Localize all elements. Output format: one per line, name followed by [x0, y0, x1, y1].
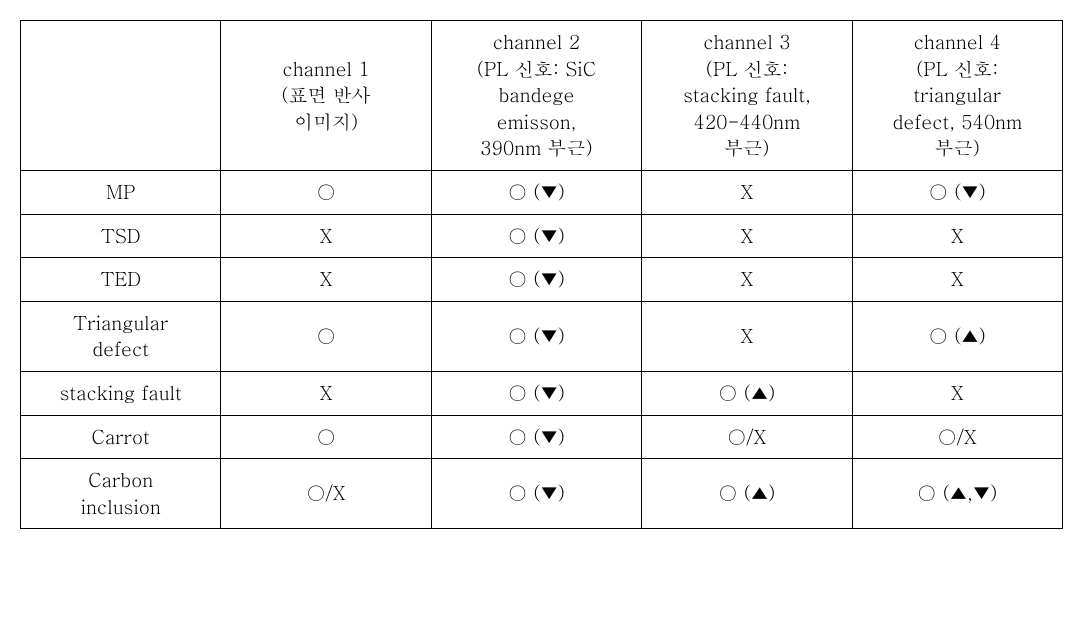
cell: ○ (▼): [431, 258, 641, 302]
cell: X: [852, 214, 1062, 258]
cell: ○/X: [852, 415, 1062, 459]
header-channel4: channel 4(PL 신호:triangulardefect, 540nm부…: [852, 21, 1062, 171]
row-label: stacking fault: [21, 371, 221, 415]
row-label: Carboninclusion: [21, 459, 221, 529]
row-label: MP: [21, 170, 221, 214]
defect-channel-table: channel 1(표면 반사이미지) channel 2(PL 신호: SiC…: [20, 20, 1063, 529]
table-header-row: channel 1(표면 반사이미지) channel 2(PL 신호: SiC…: [21, 21, 1063, 171]
cell: ○/X: [642, 415, 852, 459]
cell: X: [642, 301, 852, 371]
table-row: TSD X ○ (▼) X X: [21, 214, 1063, 258]
cell: ○ (▼): [431, 214, 641, 258]
cell: X: [221, 214, 431, 258]
cell: ○ (▲): [852, 301, 1062, 371]
cell: X: [852, 371, 1062, 415]
cell: X: [642, 214, 852, 258]
cell: X: [642, 258, 852, 302]
table-row: MP ○ ○ (▼) X ○ (▼): [21, 170, 1063, 214]
header-channel1: channel 1(표면 반사이미지): [221, 21, 431, 171]
cell: ○ (▼): [852, 170, 1062, 214]
cell: ○ (▼): [431, 415, 641, 459]
row-label: Triangulardefect: [21, 301, 221, 371]
cell: ○: [221, 415, 431, 459]
row-label: Carrot: [21, 415, 221, 459]
cell: ○ (▲,▼): [852, 459, 1062, 529]
header-channel2: channel 2(PL 신호: SiCbandegeemisson,390nm…: [431, 21, 641, 171]
cell: ○: [221, 301, 431, 371]
cell: ○ (▼): [431, 459, 641, 529]
row-label: TSD: [21, 214, 221, 258]
cell: X: [221, 371, 431, 415]
table-row: Triangulardefect ○ ○ (▼) X ○ (▲): [21, 301, 1063, 371]
table-row: Carrot ○ ○ (▼) ○/X ○/X: [21, 415, 1063, 459]
header-empty: [21, 21, 221, 171]
cell: ○ (▼): [431, 170, 641, 214]
cell: X: [852, 258, 1062, 302]
cell: ○: [221, 170, 431, 214]
row-label: TED: [21, 258, 221, 302]
cell: ○ (▼): [431, 301, 641, 371]
cell: ○/X: [221, 459, 431, 529]
cell: X: [642, 170, 852, 214]
table-row: TED X ○ (▼) X X: [21, 258, 1063, 302]
cell: X: [221, 258, 431, 302]
cell: ○ (▲): [642, 459, 852, 529]
cell: ○ (▼): [431, 371, 641, 415]
table-row: Carboninclusion ○/X ○ (▼) ○ (▲) ○ (▲,▼): [21, 459, 1063, 529]
header-channel3: channel 3(PL 신호:stacking fault,420-440nm…: [642, 21, 852, 171]
table-row: stacking fault X ○ (▼) ○ (▲) X: [21, 371, 1063, 415]
cell: ○ (▲): [642, 371, 852, 415]
